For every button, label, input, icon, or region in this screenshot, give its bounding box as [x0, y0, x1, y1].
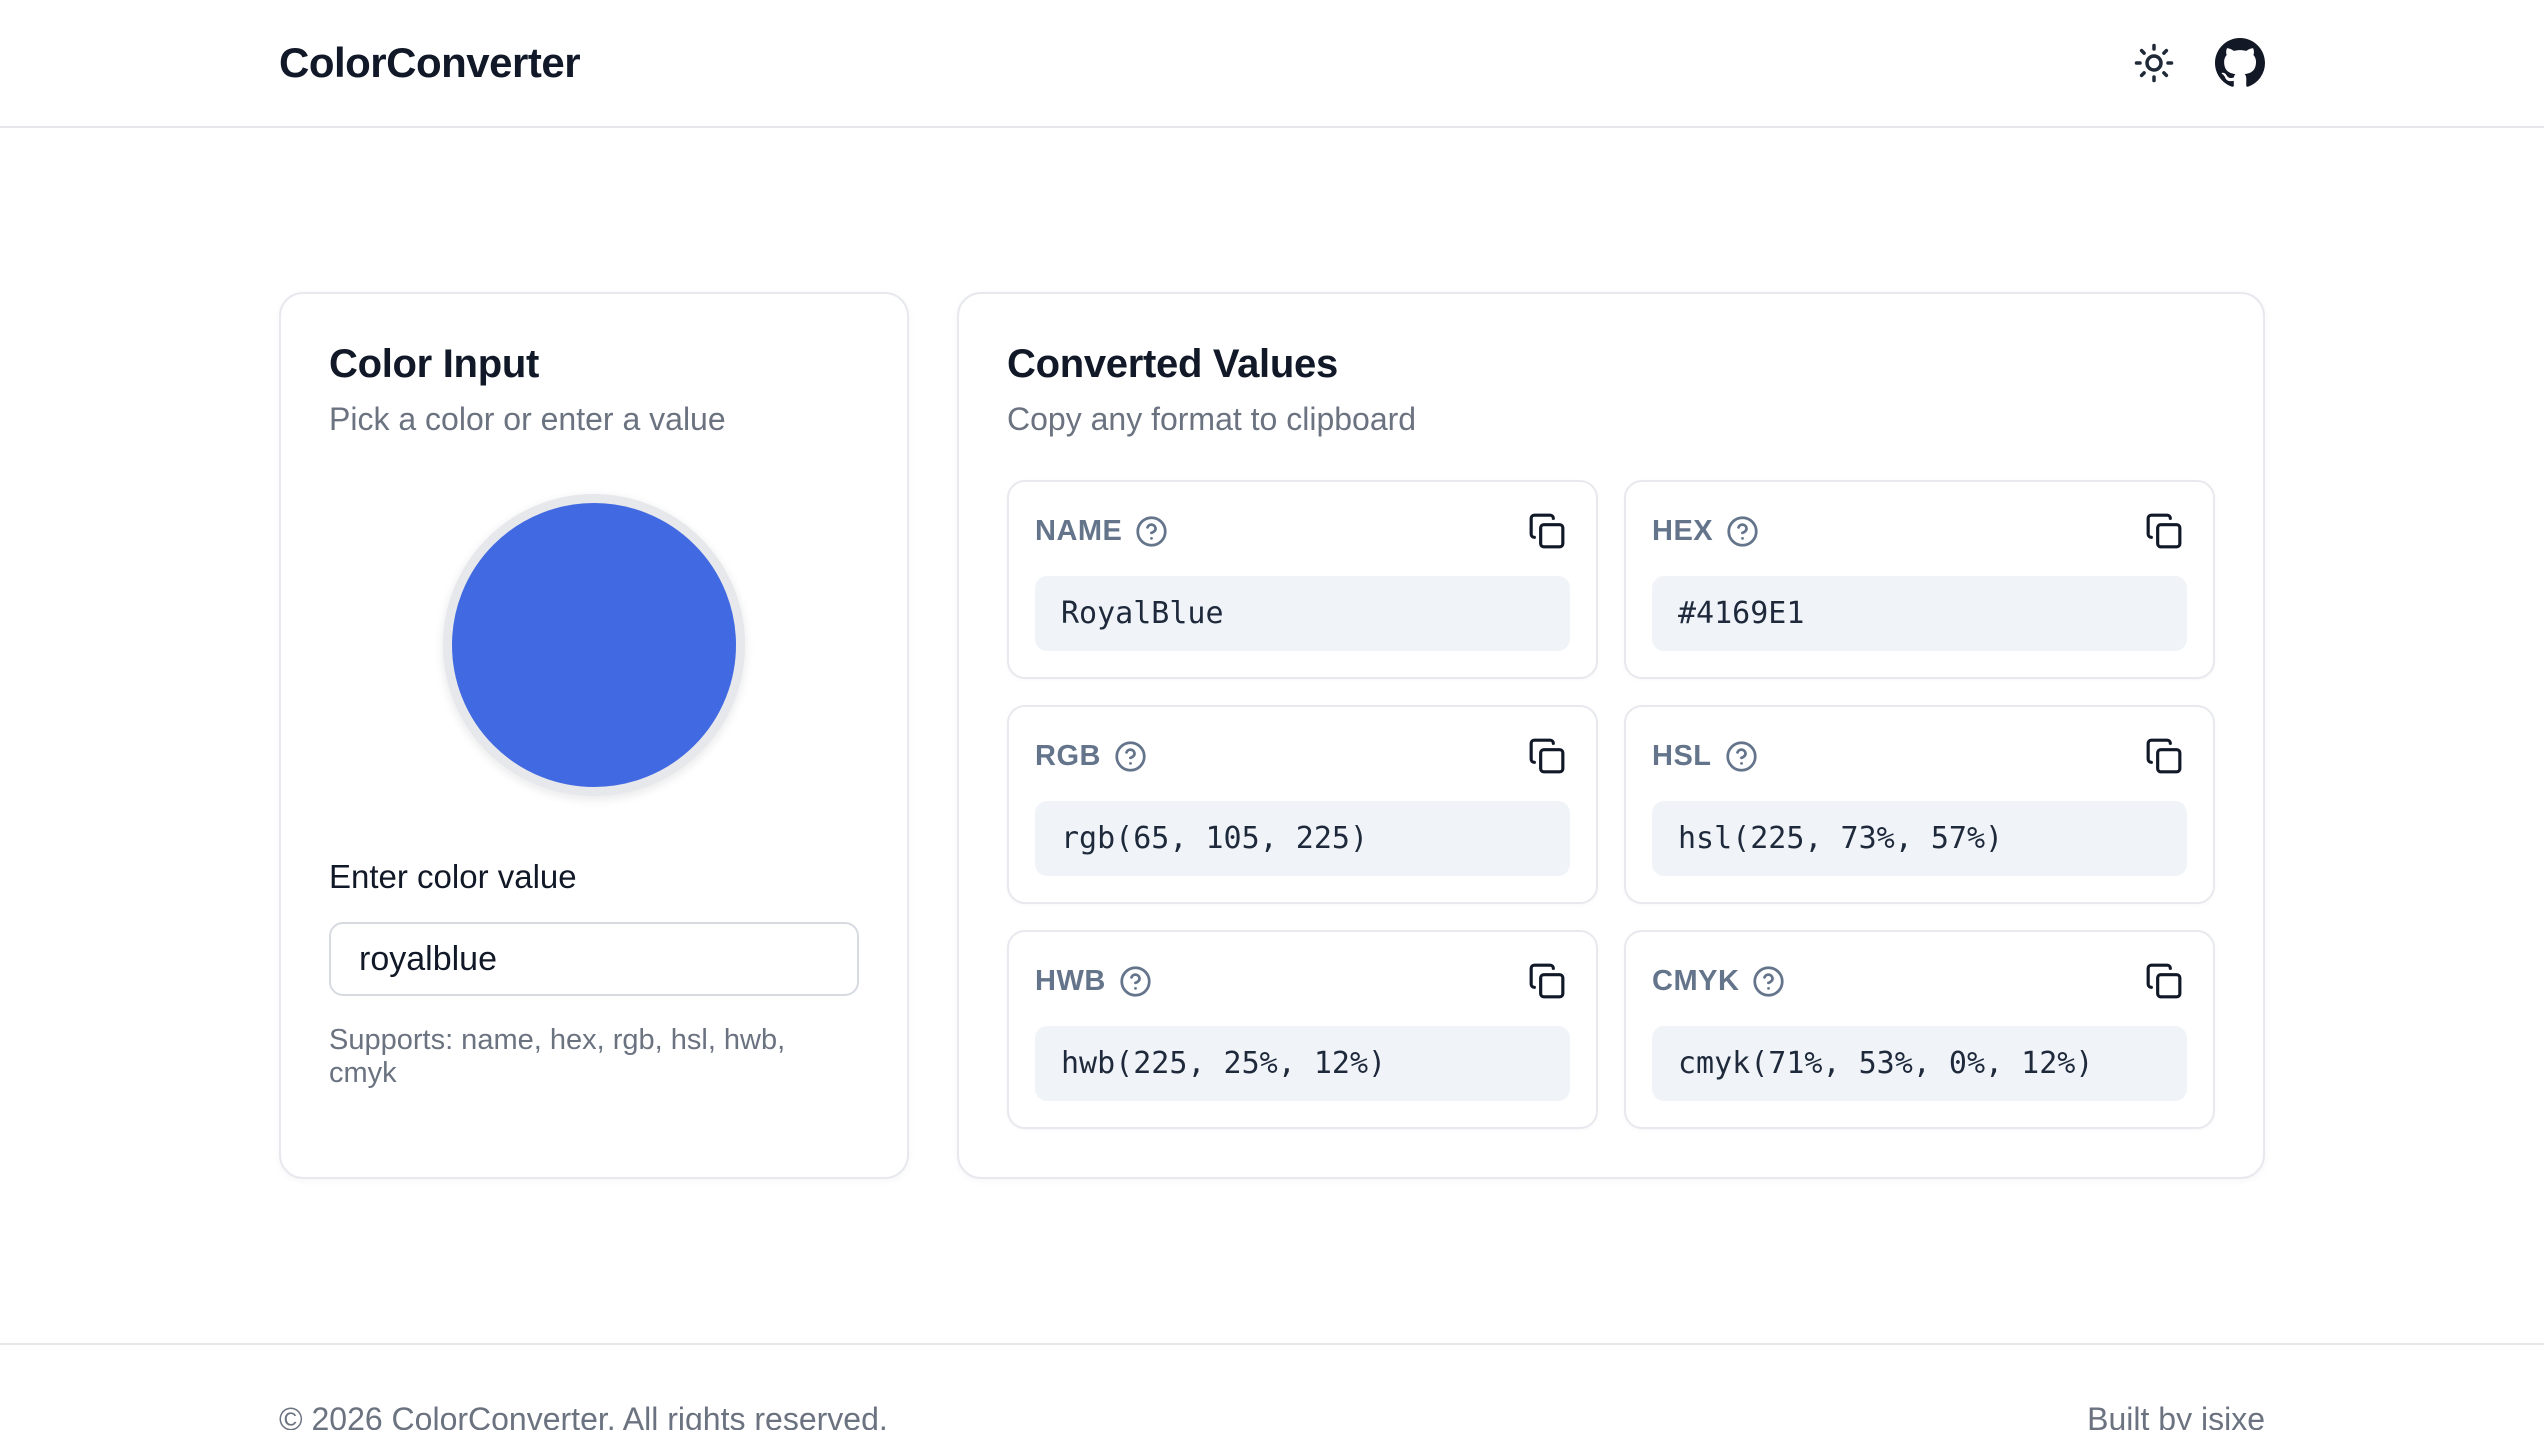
color-input-title: Color Input: [329, 342, 539, 386]
converted-values-subtitle: Copy any format to clipboard: [1007, 401, 1417, 437]
format-card-rgb: RGB rgb(65, 105, 225): [1007, 705, 1598, 904]
format-value: hwb(225, 25%, 12%): [1035, 1026, 1570, 1101]
copy-button[interactable]: [1524, 733, 1570, 779]
format-value: #4169E1: [1652, 576, 2187, 651]
format-card-cmyk: CMYK cmyk(71%, 53%, 0%, 12%): [1624, 930, 2215, 1129]
color-value-input[interactable]: [329, 922, 859, 996]
supported-formats-hint: Supports: name, hex, rgb, hsl, hwb, cmyk: [329, 1024, 786, 1089]
format-card-hsl: HSL hsl(225, 73%, 57%): [1624, 705, 2215, 904]
format-label: HWB: [1035, 964, 1106, 997]
color-input-subtitle: Pick a color or enter a value: [329, 401, 726, 437]
copy-button[interactable]: [1524, 958, 1570, 1004]
copy-button[interactable]: [2141, 958, 2187, 1004]
format-card-name: NAME RoyalBlue: [1007, 480, 1598, 679]
page-footer: © 2026 ColorConverter. All rights reserv…: [0, 1343, 2544, 1430]
help-icon[interactable]: [1752, 965, 1785, 998]
format-label: NAME: [1035, 514, 1123, 547]
format-value: cmyk(71%, 53%, 0%, 12%): [1652, 1026, 2187, 1101]
copy-icon: [1529, 963, 1565, 999]
copyright-text: © 2026 ColorConverter. All rights reserv…: [279, 1401, 888, 1430]
app-title: ColorConverter: [279, 39, 581, 86]
format-label: HEX: [1652, 514, 1714, 547]
app-header: ColorConverter: [0, 0, 2544, 128]
format-value: rgb(65, 105, 225): [1035, 801, 1570, 876]
github-icon: [2215, 38, 2265, 87]
help-icon[interactable]: [1135, 515, 1168, 548]
copy-icon: [2146, 738, 2182, 774]
copy-icon: [2146, 513, 2182, 549]
converted-values-title: Converted Values: [1007, 342, 1338, 386]
format-label: RGB: [1035, 739, 1101, 772]
help-icon[interactable]: [1725, 740, 1758, 773]
main-content: Color Input Pick a color or enter a valu…: [0, 292, 2544, 1179]
copy-icon: [2146, 963, 2182, 999]
help-icon[interactable]: [1114, 740, 1147, 773]
copy-button[interactable]: [2141, 733, 2187, 779]
format-value: RoyalBlue: [1035, 576, 1570, 651]
help-icon[interactable]: [1119, 965, 1152, 998]
header-actions: [2133, 38, 2265, 88]
formats-grid: NAME RoyalBlue HEX: [1007, 480, 2215, 1129]
copy-button[interactable]: [2141, 508, 2187, 554]
format-label: CMYK: [1652, 964, 1740, 997]
credit-link[interactable]: Built by isixe: [2087, 1401, 2265, 1430]
color-swatch[interactable]: [443, 494, 745, 796]
format-card-hwb: HWB hwb(225, 25%, 12%): [1007, 930, 1598, 1129]
converted-values-card: Converted Values Copy any format to clip…: [957, 292, 2265, 1179]
github-link[interactable]: [2215, 38, 2265, 88]
help-icon[interactable]: [1726, 515, 1759, 548]
theme-toggle-button[interactable]: [2133, 42, 2175, 84]
color-input-card: Color Input Pick a color or enter a valu…: [279, 292, 909, 1179]
format-label: HSL: [1652, 739, 1712, 772]
copy-icon: [1529, 738, 1565, 774]
color-value-label: Enter color value: [329, 858, 577, 895]
copy-button[interactable]: [1524, 508, 1570, 554]
format-value: hsl(225, 73%, 57%): [1652, 801, 2187, 876]
format-card-hex: HEX #4169E1: [1624, 480, 2215, 679]
copy-icon: [1529, 513, 1565, 549]
sun-icon: [2134, 43, 2174, 83]
